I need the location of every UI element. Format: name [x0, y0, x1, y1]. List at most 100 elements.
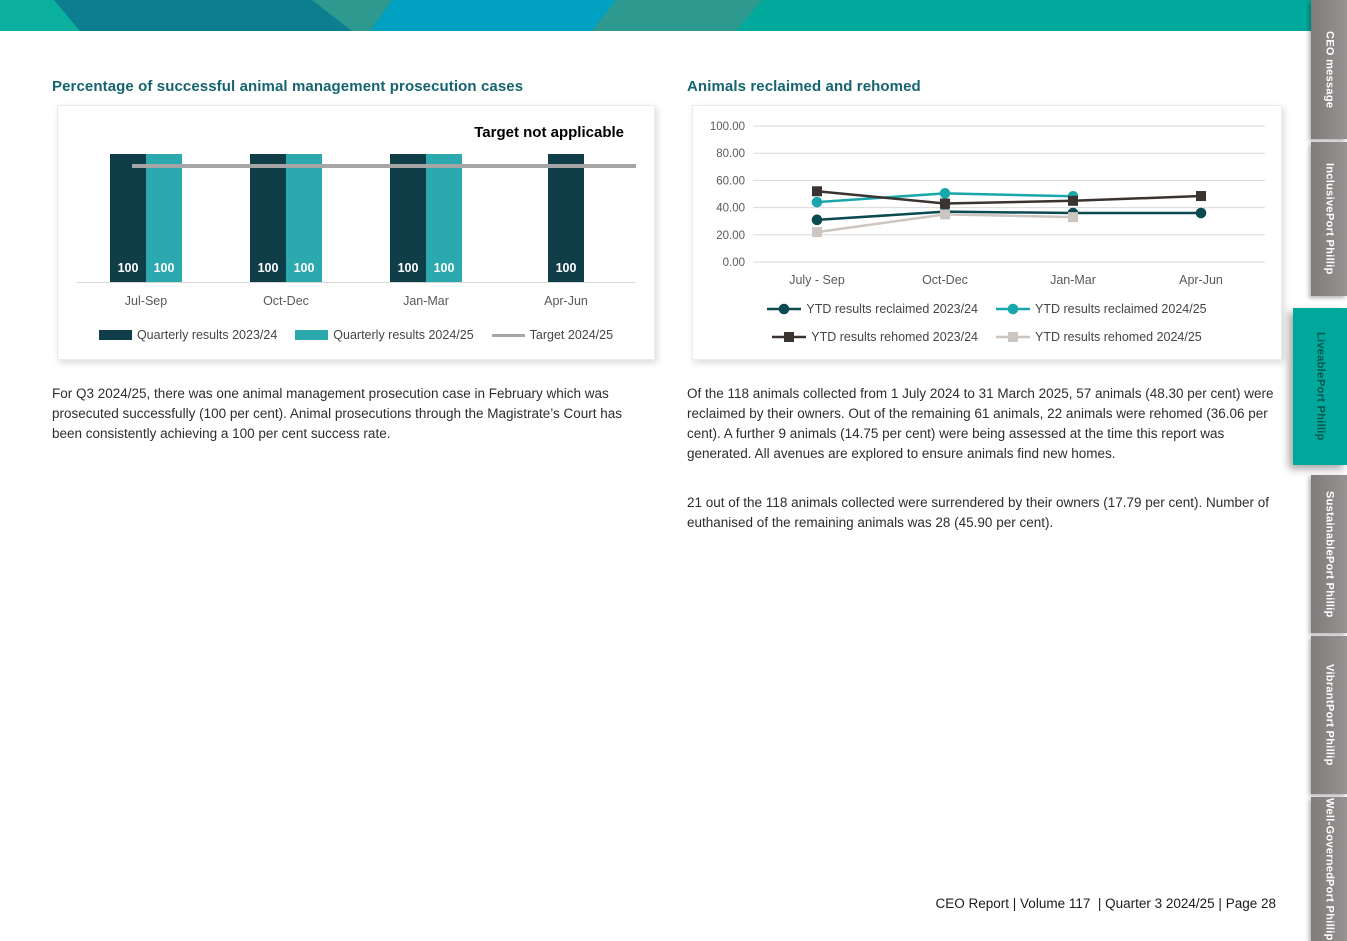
legend-label: YTD results rehomed 2024/25 [1035, 330, 1202, 344]
sidebar-tab-label: Vibrant [1323, 664, 1336, 705]
data-point-marker [940, 209, 950, 220]
line-chart-card: 100.00 80.00 60.00 40.00 20.00 0.00 July - Sep… [692, 105, 1282, 360]
sidebar-tab-label: Port Phillip [1323, 555, 1336, 618]
decorative-banner [0, 0, 1311, 31]
legend-item: YTD results rehomed 2023/24 [772, 330, 978, 344]
sidebar-tab-inclusive-port-phillip[interactable]: Inclusive Port Phillip [1311, 142, 1347, 296]
bar-group: 100 100 [76, 154, 216, 282]
x-axis-label: Apr-Jun [544, 294, 588, 308]
line-chart: 100.00 80.00 60.00 40.00 20.00 0.00 July - Sep… [710, 121, 1265, 287]
data-point-marker [812, 227, 822, 238]
page-footer: CEO Report | Volume 117 | Quarter 3 2024… [935, 896, 1276, 911]
y-axis-label: 0.00 [723, 257, 745, 269]
bar-chart-card: Target not applicable 100 100 100 100 100 100… [57, 105, 655, 360]
legend-swatch [767, 303, 802, 315]
bar-value-label: 100 [555, 261, 577, 275]
bar-value-label: 100 [293, 261, 315, 275]
y-axis-label: 60.00 [716, 175, 745, 187]
sidebar-tab-label: Port Phillip [1314, 378, 1327, 441]
bar-plot: 100 100 100 100 100 100 100 [76, 154, 636, 283]
x-axis-label: Oct-Dec [922, 273, 968, 287]
bar-group: 100 100 [216, 154, 356, 282]
y-axis-label: 80.00 [716, 148, 745, 160]
sidebar-tab-label: Port Phillip [1323, 704, 1336, 766]
legend-item: Target 2024/25 [491, 328, 614, 342]
legend-label: Quarterly results 2024/25 [333, 328, 474, 342]
series-line [816, 190, 1202, 205]
y-axis-label: 40.00 [716, 203, 745, 215]
x-axis-label: Oct-Dec [263, 294, 309, 308]
data-point-marker [940, 198, 950, 209]
sidebar-tab-label: Port Phillip [1323, 213, 1336, 275]
bar: 100 [286, 154, 322, 282]
data-point-marker [811, 196, 823, 208]
legend-label: Quarterly results 2023/24 [136, 328, 278, 342]
legend-label: YTD results reclaimed 2024/25 [1035, 302, 1207, 316]
sidebar: CEO message Inclusive Port Phillip Liveable… [1293, 0, 1347, 941]
bar: 100 [110, 154, 146, 282]
data-point-marker [1068, 195, 1078, 206]
right-commentary-2: 21 out of the 118 animals collected were… [687, 495, 1270, 530]
bar: 100 [250, 154, 286, 282]
y-axis-label: 100.00 [710, 121, 745, 133]
bar-xlabels: Jul-Sep Oct-Dec Jan-Mar Apr-Jun [76, 294, 636, 308]
target-note: Target not applicable [474, 124, 624, 141]
legend-item: Quarterly results 2024/25 [295, 328, 474, 342]
legend-swatch [996, 303, 1030, 315]
sidebar-tab-label: Inclusive [1323, 163, 1336, 214]
bar-value-label: 100 [397, 261, 419, 275]
bar: 100 [426, 154, 462, 282]
y-axis-label: 20.00 [716, 230, 745, 242]
line-legend-row-1: YTD results reclaimed 2023/24 YTD results… [693, 302, 1281, 316]
bar-group: 100 [496, 154, 636, 282]
left-chart-title: Percentage of successful animal manageme… [52, 78, 524, 95]
x-axis-label: Jul-Sep [124, 294, 168, 308]
legend-label: Target 2024/25 [529, 328, 614, 342]
bar-value-label: 100 [257, 261, 279, 275]
right-commentary-1: Of the 118 animals collected from 1 July… [687, 386, 1274, 461]
bar-legend: Quarterly results 2023/24 Quarterly resul… [58, 328, 654, 342]
sidebar-tab-sustainable-port-phillip[interactable]: Sustainable Port Phillip [1311, 475, 1347, 633]
legend-swatch [98, 330, 132, 340]
bar: 100 [146, 154, 182, 282]
legend-item: YTD results reclaimed 2024/25 [996, 302, 1207, 316]
legend-item: YTD results rehomed 2024/25 [996, 330, 1202, 344]
data-point-marker [1195, 207, 1207, 219]
right-chart-title: Animals reclaimed and rehomed [687, 78, 921, 95]
data-point-marker [811, 214, 823, 226]
series-line [816, 210, 1201, 222]
legend-item: YTD results reclaimed 2023/24 [767, 302, 978, 316]
data-point-marker [812, 186, 822, 197]
data-point-marker [1068, 212, 1078, 223]
left-commentary: For Q3 2024/25, there was one animal man… [52, 386, 623, 441]
bar-group: 100 100 [356, 154, 496, 282]
legend-swatch [491, 333, 525, 337]
data-point-marker [1196, 191, 1206, 202]
sidebar-tab-well-governed-port-phillip[interactable]: Well-Governed Port Phillip [1311, 797, 1347, 941]
line-legend-row-2: YTD results rehomed 2023/24 YTD results r… [693, 330, 1281, 344]
legend-swatch [295, 330, 329, 340]
x-axis-label: Apr-Jun [1179, 273, 1223, 287]
bar: 100 [548, 154, 584, 282]
bar-value-label: 100 [117, 261, 139, 275]
sidebar-tab-vibrant-port-phillip[interactable]: Vibrant Port Phillip [1311, 636, 1347, 794]
banner-graphic [0, 0, 1311, 31]
legend-item: Quarterly results 2023/24 [98, 328, 278, 342]
sidebar-tab-ceo-message[interactable]: CEO message [1311, 0, 1347, 139]
legend-swatch [996, 332, 1030, 342]
sidebar-tab-liveable-port-phillip[interactable]: Liveable Port Phillip [1293, 308, 1347, 465]
bar-value-label: 100 [433, 261, 455, 275]
legend-label: YTD results rehomed 2023/24 [811, 330, 978, 344]
x-axis-label: Jan-Mar [1050, 273, 1096, 287]
sidebar-tab-label: CEO message [1323, 30, 1336, 109]
sidebar-tab-label: Sustainable [1323, 490, 1336, 556]
sidebar-tab-label: Well-Governed [1323, 797, 1336, 879]
target-line [132, 163, 636, 168]
bar-value-label: 100 [153, 261, 175, 275]
sidebar-tab-label: Port Phillip [1323, 878, 1336, 941]
legend-label: YTD results reclaimed 2023/24 [806, 302, 978, 316]
bar: 100 [390, 154, 426, 282]
legend-swatch [772, 332, 807, 342]
data-point-marker [939, 188, 951, 199]
x-axis-label: July - Sep [789, 273, 845, 287]
